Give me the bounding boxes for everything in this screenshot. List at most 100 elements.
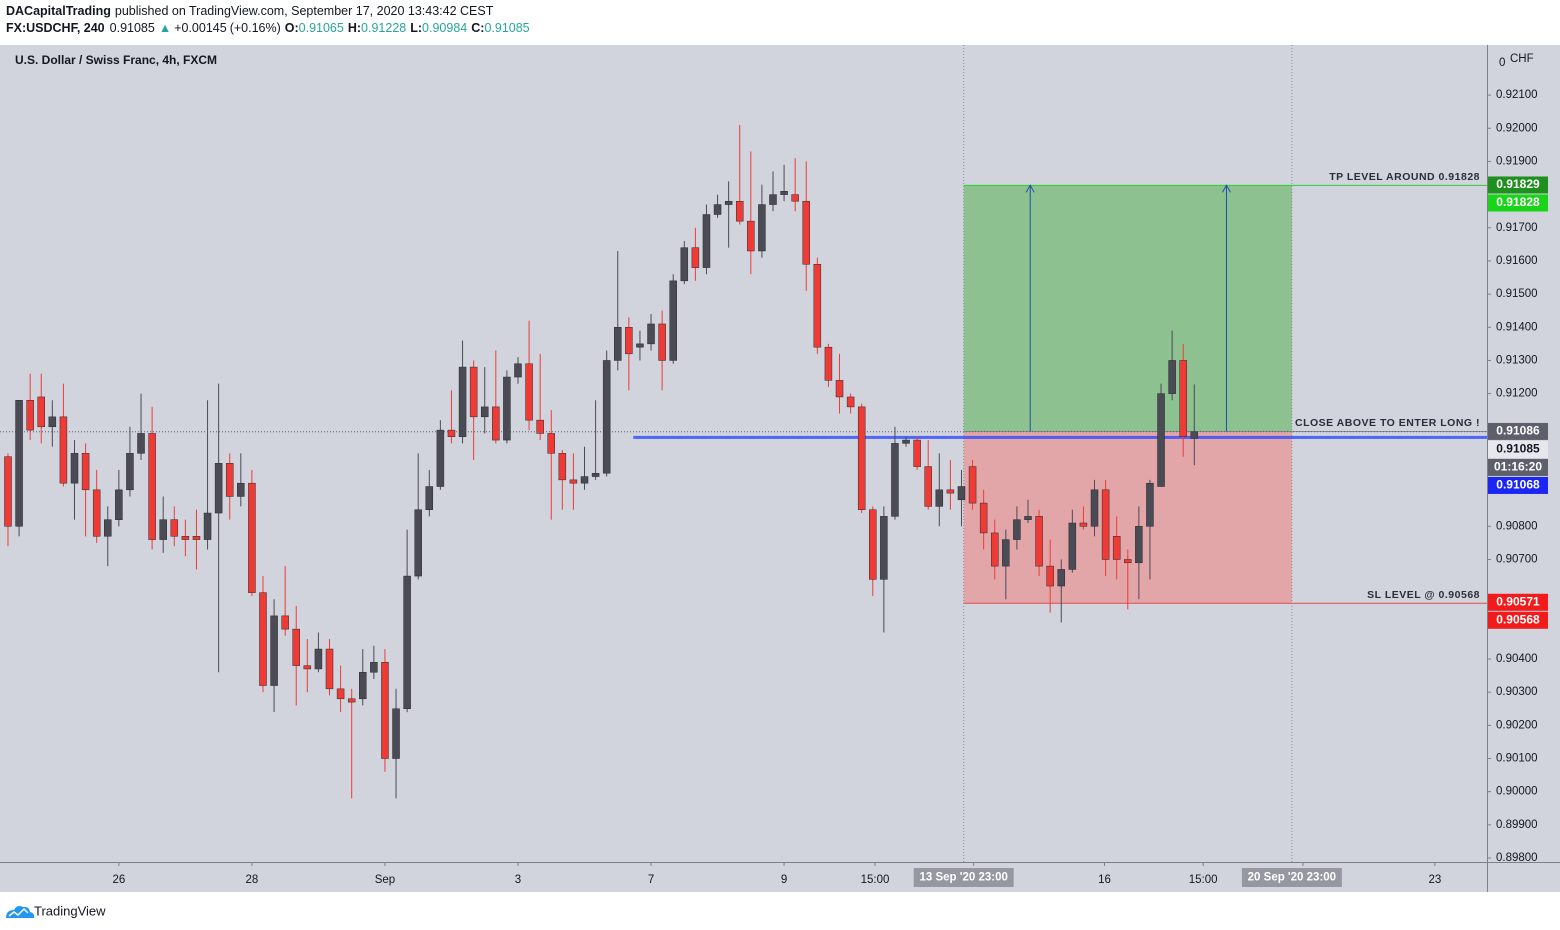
candle-body <box>913 439 921 467</box>
y-tick-label: 0.90100 <box>1496 753 1538 765</box>
candle-body <box>192 536 201 540</box>
candle-body <box>259 592 267 686</box>
candle-body <box>691 247 700 268</box>
candle-body <box>769 194 777 205</box>
candle-body <box>237 482 245 497</box>
candle-body <box>1057 569 1066 587</box>
chart-title: U.S. Dollar / Swiss Franc, 4h, FXCM <box>15 53 217 67</box>
header-line-1: DACapitalTrading published on TradingView… <box>6 4 494 18</box>
range-label: 13 Sep '20 23:00 <box>919 872 1007 884</box>
candle-body <box>558 453 567 481</box>
price-tag: 0.91068 <box>1496 478 1540 492</box>
candle-body <box>336 688 345 700</box>
y-tick-label: 0.91200 <box>1496 388 1538 400</box>
currency: CHF <box>1510 53 1534 65</box>
target-zone <box>963 185 1292 432</box>
candle-body <box>359 672 367 700</box>
candle-body <box>602 360 611 474</box>
candle-body <box>214 463 223 514</box>
candle-body <box>724 200 733 205</box>
candle-body <box>946 489 955 494</box>
last-price: 0.91085 <box>110 21 155 35</box>
brand-logo <box>6 906 35 918</box>
price-tag: 0.90571 <box>1496 594 1540 608</box>
x-tick-label: 28 <box>246 874 259 886</box>
x-tick-label: 9 <box>781 874 787 886</box>
y-tick-label: 0.91700 <box>1496 222 1538 234</box>
candle-body <box>636 343 644 348</box>
ohlc-key: O: <box>285 21 299 35</box>
price-tag-box <box>1488 194 1548 212</box>
logo-line <box>8 907 29 917</box>
candle-body <box>1124 559 1132 564</box>
candle-body <box>514 363 522 378</box>
candle-body <box>536 419 544 434</box>
change-percent: (+0.16%) <box>230 21 281 35</box>
price-tag-box <box>1488 476 1548 494</box>
y-tick-label: 0.91900 <box>1496 155 1538 167</box>
x-tick-label: 16 <box>1098 874 1111 886</box>
candle-body <box>957 486 966 501</box>
candle-body <box>148 433 156 540</box>
candle-body <box>126 453 134 491</box>
candle-body <box>591 472 600 477</box>
y-tick-label: 0.89900 <box>1496 819 1538 831</box>
ohlc-value: 0.90984 <box>422 21 467 35</box>
candle-body <box>104 519 112 537</box>
candle-body <box>979 502 988 534</box>
ohlc-key: H: <box>348 21 361 35</box>
candle-body <box>159 519 167 540</box>
candle-body <box>1035 516 1043 567</box>
candle-body <box>480 406 489 418</box>
candle-body <box>869 509 877 580</box>
author: DACapitalTrading <box>6 4 111 18</box>
candle-body <box>92 489 101 537</box>
candle-body <box>303 665 312 670</box>
y-tick-label: 0.91400 <box>1496 321 1538 333</box>
candle-body <box>702 214 711 268</box>
price-tag-box <box>1488 611 1548 629</box>
candle-body <box>281 615 289 630</box>
price-tag: 0.90568 <box>1496 612 1540 626</box>
candle-body <box>1101 489 1110 560</box>
annotation: TP LEVEL AROUND 0.91828 <box>1329 171 1480 183</box>
candle-body <box>115 489 123 520</box>
annotation: CLOSE ABOVE TO ENTER LONG ! <box>1295 417 1480 429</box>
candle-body <box>137 433 145 454</box>
y-tick-label: 0.90000 <box>1496 786 1538 798</box>
axis-cut-label: 0 <box>1499 57 1505 69</box>
candle-body <box>270 615 278 686</box>
candle-body <box>1068 522 1077 570</box>
y-tick-label: 0.90700 <box>1496 554 1538 566</box>
candle-body <box>935 489 944 507</box>
x-tick-label: Sep <box>375 874 395 886</box>
candle-body <box>458 366 467 437</box>
candle-body <box>1079 522 1088 527</box>
candle-body <box>813 264 822 348</box>
range-label-box <box>913 868 1014 887</box>
chart-background <box>0 45 1560 892</box>
candle-body <box>625 327 633 355</box>
x-tick-label: 15:00 <box>1189 874 1218 886</box>
candle-body <box>580 476 589 484</box>
ohlc-value: 0.91228 <box>361 21 406 35</box>
candle-body <box>990 532 999 567</box>
horizontal-line <box>633 435 1487 439</box>
candle-body <box>1046 565 1054 587</box>
candle-body <box>647 323 655 345</box>
candle-body <box>59 416 68 484</box>
price-tag-box <box>1488 440 1548 458</box>
candle-body <box>436 429 445 487</box>
candle-body <box>525 363 533 421</box>
candle-body <box>48 416 57 428</box>
price-tag-box <box>1488 593 1548 611</box>
candle-body <box>26 400 34 431</box>
candle-body <box>37 396 45 428</box>
price-tag-box <box>1488 422 1548 440</box>
published: published on TradingView.com, September … <box>115 4 494 18</box>
candle-body <box>1135 526 1143 564</box>
price-tag: 0.91829 <box>1496 177 1540 191</box>
ohlc-value: 0.91085 <box>484 21 529 35</box>
x-tick-label: 23 <box>1428 874 1441 886</box>
candle-body <box>614 327 622 361</box>
